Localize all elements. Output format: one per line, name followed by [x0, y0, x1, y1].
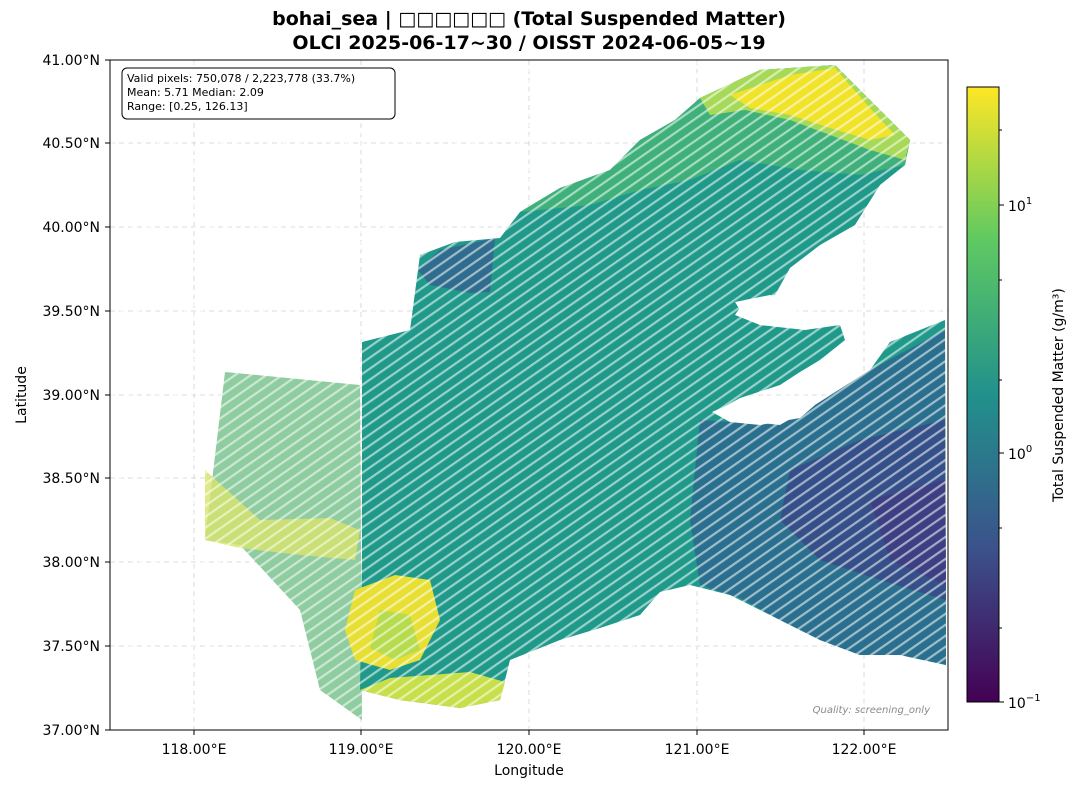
colorbar: 101 100 10−1 Total Suspended Matter (g/m… — [966, 86, 1067, 712]
y-tick-label: 40.00°N — [42, 220, 100, 236]
colorbar-gradient — [966, 86, 1000, 703]
x-tick-label: 122.00°E — [832, 742, 897, 758]
y-tick-label: 37.50°N — [42, 639, 100, 655]
chart-title: bohai_sea | □□□□□□ (Total Suspended Matt… — [272, 8, 786, 30]
chart-subtitle: OLCI 2025-06-17~30 / OISST 2024-06-05~19 — [292, 32, 766, 54]
y-tick-label: 40.50°N — [42, 136, 100, 152]
y-tick-label: 37.00°N — [42, 723, 100, 739]
x-tick-label: 120.00°E — [497, 742, 562, 758]
colorbar-tick-label: 10−1 — [1008, 693, 1041, 712]
x-tick-label: 121.00°E — [665, 742, 730, 758]
y-axis-label: Latitude — [14, 366, 30, 424]
axis-ticks — [105, 59, 865, 735]
y-tick-label: 38.00°N — [42, 555, 100, 571]
y-tick-label: 41.00°N — [42, 53, 100, 69]
colorbar-tick-label: 101 — [1008, 196, 1032, 215]
quality-note: Quality: screening_only — [813, 705, 931, 716]
x-tick-label: 118.00°E — [162, 742, 227, 758]
y-tick-label: 39.50°N — [42, 304, 100, 320]
y-tick-label: 38.50°N — [42, 471, 100, 487]
stats-box: Valid pixels: 750,078 / 2,223,778 (33.7%… — [121, 67, 396, 120]
colorbar-label: Total Suspended Matter (g/m³) — [1051, 288, 1067, 503]
stats-valid-pixels: Valid pixels: 750,078 / 2,223,778 (33.7%… — [127, 72, 355, 85]
colorbar-tick-label: 100 — [1008, 444, 1032, 463]
x-tick-label: 119.00°E — [329, 742, 394, 758]
y-tick-label: 39.00°N — [42, 388, 100, 404]
stats-mean-median: Mean: 5.71 Median: 2.09 — [127, 86, 264, 99]
tsm-map — [110, 60, 948, 730]
x-axis-label: Longitude — [494, 763, 564, 779]
stats-range: Range: [0.25, 126.13] — [127, 100, 248, 113]
